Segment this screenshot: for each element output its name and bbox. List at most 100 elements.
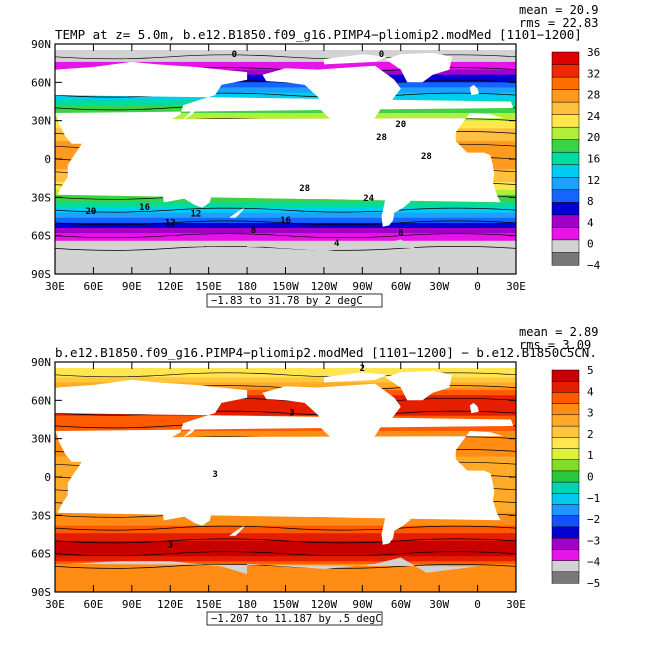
field-band	[55, 258, 516, 262]
y-tick-label: 60S	[31, 548, 51, 561]
field-band	[55, 400, 516, 404]
mean-label: mean = 20.9	[519, 3, 598, 17]
y-tick-label: 90S	[31, 268, 51, 281]
contour-label: 28	[421, 152, 432, 162]
contour-label: 28	[299, 184, 310, 194]
x-tick-label: 120W	[311, 280, 338, 293]
contour-line	[55, 538, 516, 544]
field-band	[55, 207, 516, 211]
field-band	[55, 235, 516, 239]
field-band	[55, 369, 516, 373]
contour-label: 8	[398, 229, 403, 239]
contour-label: 20	[395, 120, 406, 130]
contour-label: 12	[165, 218, 176, 228]
field-band	[55, 95, 516, 99]
field-band	[55, 202, 516, 206]
x-tick-label: 180	[237, 598, 257, 611]
x-tick-label: 90E	[122, 280, 142, 293]
colorbar-label: −4	[587, 556, 601, 569]
x-tick-label: 180	[237, 280, 257, 293]
field-band	[55, 253, 516, 257]
field-band	[55, 428, 516, 432]
colorbar-label: 20	[587, 131, 600, 144]
x-tick-label: 30E	[506, 598, 526, 611]
field-band	[55, 579, 516, 583]
colorbar-swatch	[551, 252, 580, 266]
field-band	[55, 212, 516, 216]
colorbar-label: 1	[587, 449, 594, 462]
field-band	[55, 574, 516, 578]
field-band	[55, 431, 516, 435]
x-tick-label: 120W	[311, 598, 338, 611]
contour-label: 4	[334, 239, 340, 249]
colorbar-swatch	[551, 414, 580, 427]
field-band	[55, 540, 516, 545]
x-tick-label: 90E	[122, 598, 142, 611]
contour-label: 16	[280, 216, 291, 226]
contour-label: 0	[232, 50, 237, 60]
x-tick-label: 60E	[83, 598, 103, 611]
field-band	[55, 402, 516, 407]
colorbar-label: −2	[587, 513, 600, 526]
contour-range-label: −1.83 to 31.78 by 2 degC	[211, 295, 363, 307]
field-band	[55, 374, 516, 378]
x-tick-label: 30E	[45, 280, 65, 293]
field-band	[55, 576, 516, 580]
map-field: 2333	[55, 362, 516, 592]
mean-label: mean = 2.89	[519, 325, 598, 339]
contour-line	[55, 233, 516, 239]
colorbar-swatch	[551, 164, 580, 178]
colorbar: 5 4 3 2 1 0 −1 −2 −3 −4 −5	[551, 364, 601, 590]
field-band	[55, 240, 516, 244]
field-band	[55, 61, 516, 66]
field-band	[55, 546, 516, 550]
field-band	[55, 51, 516, 55]
panel-title: b.e12.B1850.f09_g16.PIMP4−pliomip2.modMe…	[55, 345, 597, 360]
colorbar-swatch	[551, 139, 580, 153]
colorbar-swatch	[551, 470, 580, 483]
contour-line	[55, 551, 516, 557]
field-band	[55, 520, 516, 524]
field-band	[55, 205, 516, 209]
colorbar-label: 5	[587, 364, 594, 377]
land-greenland	[385, 370, 452, 401]
x-tick-label: 120E	[157, 598, 184, 611]
x-tick-label: 30W	[429, 280, 449, 293]
x-tick-label: 120E	[157, 280, 184, 293]
colorbar-swatch	[551, 571, 580, 584]
field-band	[55, 251, 516, 255]
colorbar-swatch	[551, 64, 580, 78]
colorbar-swatch	[551, 114, 580, 128]
land-namerica	[262, 65, 401, 148]
x-tick-label: 0	[474, 598, 481, 611]
land-samerica	[373, 462, 433, 545]
field-band	[55, 523, 516, 527]
colorbar-swatch	[551, 481, 580, 494]
field-band	[55, 543, 516, 547]
y-tick-label: 30N	[31, 433, 51, 446]
land-australia	[162, 491, 213, 526]
contour-label: 16	[139, 203, 150, 213]
colorbar-swatch	[551, 177, 580, 191]
y-tick-label: 30N	[31, 115, 51, 128]
field-band	[55, 113, 516, 117]
y-tick-label: 30S	[31, 191, 51, 204]
x-tick-label: 30W	[429, 598, 449, 611]
colorbar-swatch	[551, 202, 580, 216]
x-tick-label: 60E	[83, 280, 103, 293]
colorbar: 36 32 28 24 20 16 12 8 4 0 −4	[551, 46, 601, 272]
field-band	[55, 230, 516, 234]
field-band	[55, 558, 516, 562]
field-band	[55, 199, 516, 204]
contour-line	[55, 207, 516, 213]
field-band	[55, 538, 516, 542]
field-band	[55, 248, 516, 252]
y-tick-label: 90N	[31, 38, 51, 51]
land-eurasia	[55, 61, 514, 158]
contour-label: 3	[289, 409, 294, 419]
field-band	[55, 561, 516, 565]
x-tick-label: 150E	[195, 598, 222, 611]
colorbar-swatch	[551, 380, 580, 393]
land-indonesia2	[183, 479, 209, 489]
colorbar-swatch	[551, 459, 580, 472]
